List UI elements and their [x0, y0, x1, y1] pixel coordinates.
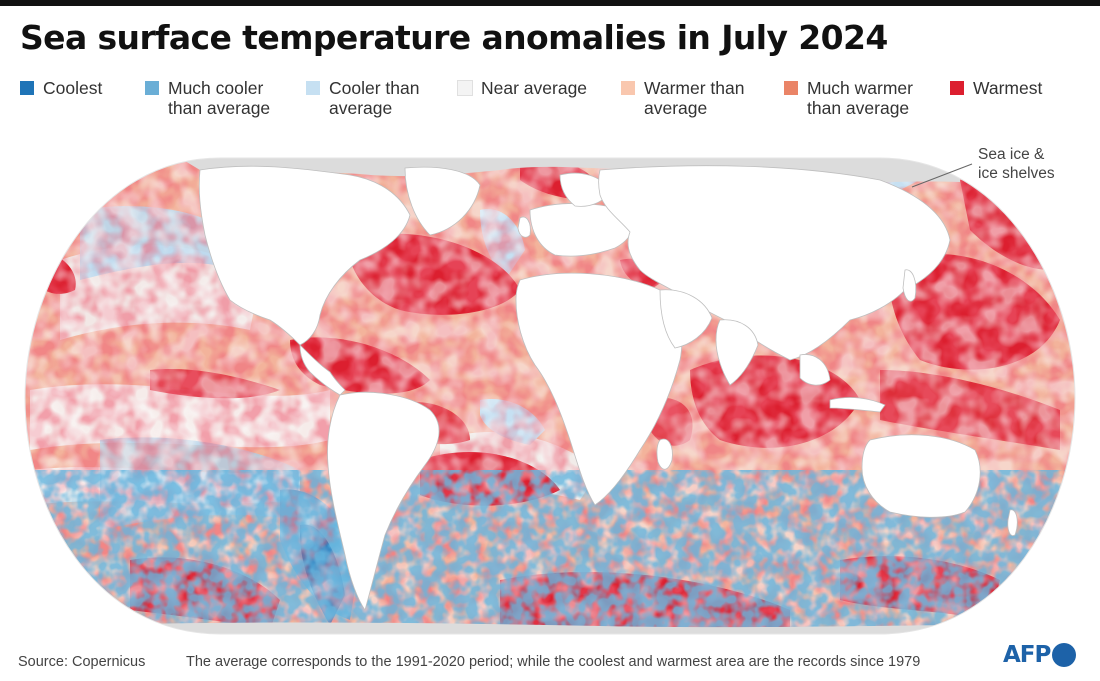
page-title: Sea surface temperature anomalies in Jul…	[20, 18, 888, 57]
afp-logo-dot	[1052, 643, 1077, 667]
land-uk	[517, 216, 531, 238]
land-north-america	[198, 165, 411, 346]
land-masses	[198, 165, 1018, 611]
land-arabia	[659, 289, 713, 349]
legend: Coolest Much cooler than average Cooler …	[20, 78, 1090, 122]
legend-item-coolest: Coolest	[20, 78, 102, 98]
land-australia	[861, 434, 981, 518]
globe-outline	[24, 157, 1076, 635]
legend-item-much-warmer: Much warmer than average	[784, 78, 913, 118]
top-rule	[0, 0, 1100, 6]
land-indonesia	[829, 397, 886, 413]
legend-label-warmest: Warmest	[973, 78, 1043, 98]
legend-swatch-cooler	[306, 81, 320, 95]
world-map	[0, 140, 1100, 645]
footer-note: The average corresponds to the 1991-2020…	[186, 654, 921, 670]
land-greenland	[404, 166, 481, 236]
legend-item-warmer: Warmer than average	[621, 78, 745, 118]
land-india	[715, 319, 759, 386]
land-south-america	[327, 391, 440, 611]
legend-swatch-near-average	[457, 80, 473, 96]
footer-source: Source: Copernicus	[18, 654, 146, 670]
afp-logo: AFP	[1003, 642, 1077, 668]
legend-label-coolest: Coolest	[43, 78, 103, 98]
ice-annotation-leader	[911, 163, 973, 188]
land-japan	[902, 269, 917, 302]
legend-swatch-warmest	[950, 81, 964, 95]
land-scandinavia	[559, 172, 611, 207]
legend-swatch-coolest	[20, 81, 34, 95]
land-madagascar	[656, 438, 673, 470]
legend-label-much-cooler: Much cooler than average	[168, 78, 271, 118]
afp-logo-text: AFP	[1003, 642, 1051, 668]
legend-label-warmer: Warmer than average	[644, 78, 745, 118]
land-asia	[598, 165, 951, 361]
land-indochina	[799, 354, 831, 386]
ice-annotation: Sea ice & ice shelves	[978, 146, 1055, 182]
legend-swatch-warmer	[621, 81, 635, 95]
legend-item-warmest: Warmest	[950, 78, 1042, 98]
land-central-america	[299, 344, 346, 396]
legend-swatch-much-cooler	[145, 81, 159, 95]
ocean-layer	[25, 158, 1075, 634]
legend-item-near-average: Near average	[457, 78, 588, 98]
legend-item-cooler: Cooler than average	[306, 78, 419, 118]
legend-swatch-much-warmer	[784, 81, 798, 95]
legend-item-much-cooler: Much cooler than average	[145, 78, 270, 118]
legend-label-cooler: Cooler than average	[329, 78, 420, 118]
land-new-zealand	[1007, 509, 1018, 537]
map-svg	[24, 157, 1076, 635]
legend-label-near-average: Near average	[481, 78, 588, 98]
legend-label-much-warmer: Much warmer than average	[807, 78, 913, 118]
